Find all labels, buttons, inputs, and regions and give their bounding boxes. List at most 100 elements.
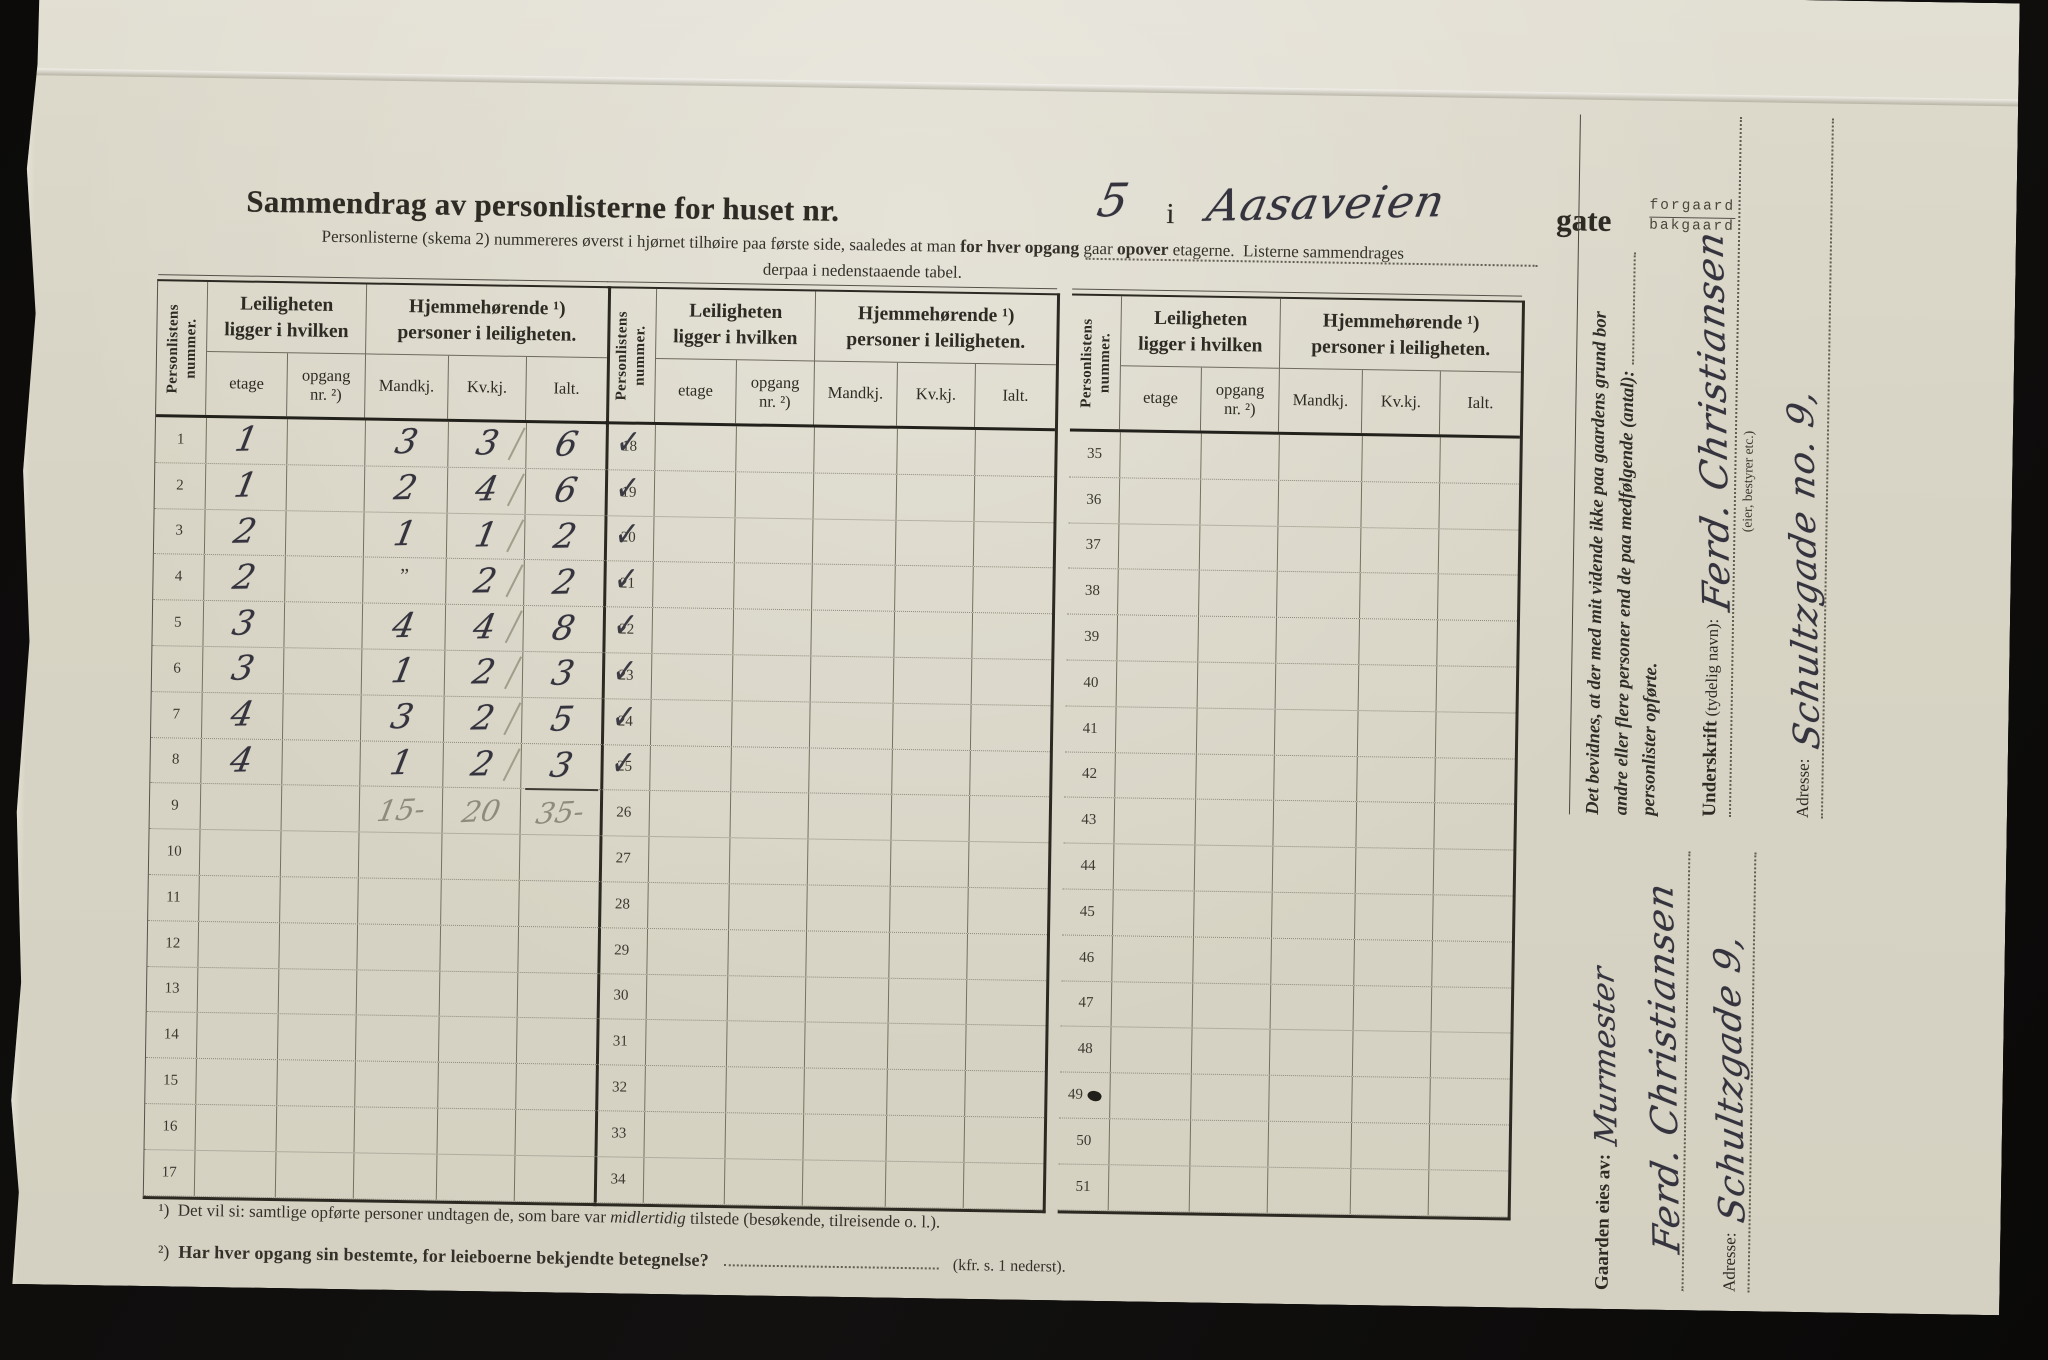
pencil-tally-mark (503, 702, 521, 735)
cell-opgang (732, 655, 811, 701)
cell-ialt (1428, 1124, 1509, 1170)
cell-ialt (1437, 575, 1518, 621)
pencil-tally-mark (506, 519, 524, 552)
footnote-2-marker: ²) (157, 1241, 170, 1262)
kvkj-value-handwritten: 4 (471, 469, 502, 510)
header-groups: Leiligheten ligger i hvilken Hjemmehørende… (1121, 296, 1522, 372)
kvkj-value-handwritten: 2 (470, 560, 500, 602)
cell-mandkj (802, 1160, 886, 1206)
mandkj-value-handwritten: 2 (391, 468, 421, 509)
ialt-value-handwritten: 3 (547, 653, 578, 695)
cell-row-number: 29 (614, 942, 630, 959)
cell-opgang (1198, 571, 1277, 617)
cell-etage (1109, 1073, 1191, 1119)
cell-kvkj: 2 (443, 696, 522, 742)
kvkj-value-handwritten: 2 (468, 698, 498, 739)
cell-kvkj (1353, 940, 1432, 986)
table-row: 23 (601, 653, 1052, 706)
cell-etage (1111, 936, 1193, 982)
cell-etage (649, 746, 731, 792)
personlistens-nummer-label: Personlistens nummer. (612, 310, 649, 400)
cell-opgang (283, 602, 362, 648)
cell-mandkj (356, 970, 440, 1016)
cell-mandkj: 3 (360, 695, 444, 741)
cell-mandkj (353, 1153, 437, 1199)
cell-etage (197, 967, 279, 1013)
cell-mandkj: 4 (361, 604, 445, 650)
cell-ialt (968, 796, 1049, 842)
cell-kvkj (1361, 436, 1440, 482)
instructions-bold-1: for hver opgang (960, 235, 1080, 258)
cell-row-number: 12 (165, 935, 181, 952)
mandkj-value-handwritten: ” (399, 565, 410, 588)
cell-mandkj (354, 1107, 438, 1153)
cell-etage (1113, 799, 1195, 845)
cell-mandkj (802, 1114, 886, 1160)
cell-etage (1118, 524, 1200, 570)
cell-kvkj (1358, 619, 1437, 665)
signature-line: Underskrift (tydelig navn): Ferd. Christ… (1673, 116, 1742, 817)
cell-kvkj (1350, 1169, 1429, 1215)
cell-mandkj (1274, 710, 1358, 756)
cell-opgang (281, 786, 360, 832)
group2-line2: personer i leiligheten. (1311, 335, 1491, 360)
signature-address-line: Adresse: Schultzgade no. 9, (1766, 118, 1833, 819)
cell-opgang (277, 1015, 356, 1061)
cell-row-number: 10 (166, 843, 182, 860)
cell-mandkj (812, 519, 896, 565)
cell-ialt (515, 1064, 596, 1110)
group1-line2: ligger i hvilken (673, 325, 798, 349)
table-row: 16 (145, 1104, 596, 1157)
cell-ialt (974, 476, 1055, 522)
cell-etage (643, 1158, 725, 1204)
cell-opgang (729, 793, 808, 839)
cell-kvkj (438, 1017, 517, 1063)
pencil-tally-mark (505, 565, 523, 598)
cell-opgang (275, 1152, 354, 1198)
mandkj-value-handwritten: 4 (389, 605, 419, 646)
cell-mandkj (805, 931, 889, 977)
kvkj-value-handwritten: 4 (469, 606, 500, 648)
cell-kvkj (1355, 802, 1434, 848)
title-connector: i (1166, 198, 1175, 231)
cell-etage (646, 974, 728, 1020)
cell-row-number: 39 (1084, 628, 1100, 646)
cell-opgang (725, 1067, 804, 1113)
cell-row-number: 33 (611, 1125, 627, 1142)
etage-value-handwritten: 2 (230, 511, 260, 552)
cell-opgang (735, 472, 814, 518)
table-row: 41 (1065, 706, 1516, 759)
cell-ialt (1438, 483, 1519, 529)
cell-opgang (278, 969, 357, 1015)
cell-mandkj (1269, 1030, 1353, 1076)
table-row: 30 (596, 974, 1047, 1027)
table-row: 40 (1066, 660, 1517, 713)
table-row: 19 (604, 470, 1055, 523)
cell-kvkj (888, 933, 967, 979)
mandkj-value-handwritten: 3 (387, 697, 418, 738)
cell-row-number: 9 (171, 797, 179, 814)
cell-ialt (1433, 804, 1514, 850)
table-row: 27 (598, 836, 1049, 889)
cell-row-number: 47 (1078, 995, 1094, 1012)
cell-mandkj (358, 833, 442, 879)
cell-opgang (276, 1106, 355, 1152)
header-main: Leiligheten ligger i hvilken Hjemmehørende… (1120, 296, 1522, 435)
cell-opgang (283, 648, 362, 694)
cell-etage (1108, 1165, 1190, 1211)
cell-ialt (966, 980, 1047, 1026)
table-row: 37 (1068, 523, 1519, 576)
table-row: 7 4 3 2 5 ✓ (151, 692, 602, 745)
mandkj-value-handwritten: 1 (388, 651, 418, 692)
street-name-handwritten: Aasaveien (1202, 176, 1450, 232)
table-row: 33 (593, 1111, 1044, 1164)
header-kvkj: Kv.kj. (896, 363, 975, 427)
cell-ialt: 35- (520, 789, 601, 835)
cell-kvkj (893, 658, 972, 704)
table-row: 45 (1062, 889, 1513, 942)
cell-ialt (967, 888, 1048, 934)
cell-kvkj (886, 1070, 965, 1116)
table-row: 43 (1063, 798, 1514, 851)
cell-ialt (514, 1156, 595, 1202)
cell-kvkj (1353, 986, 1432, 1032)
